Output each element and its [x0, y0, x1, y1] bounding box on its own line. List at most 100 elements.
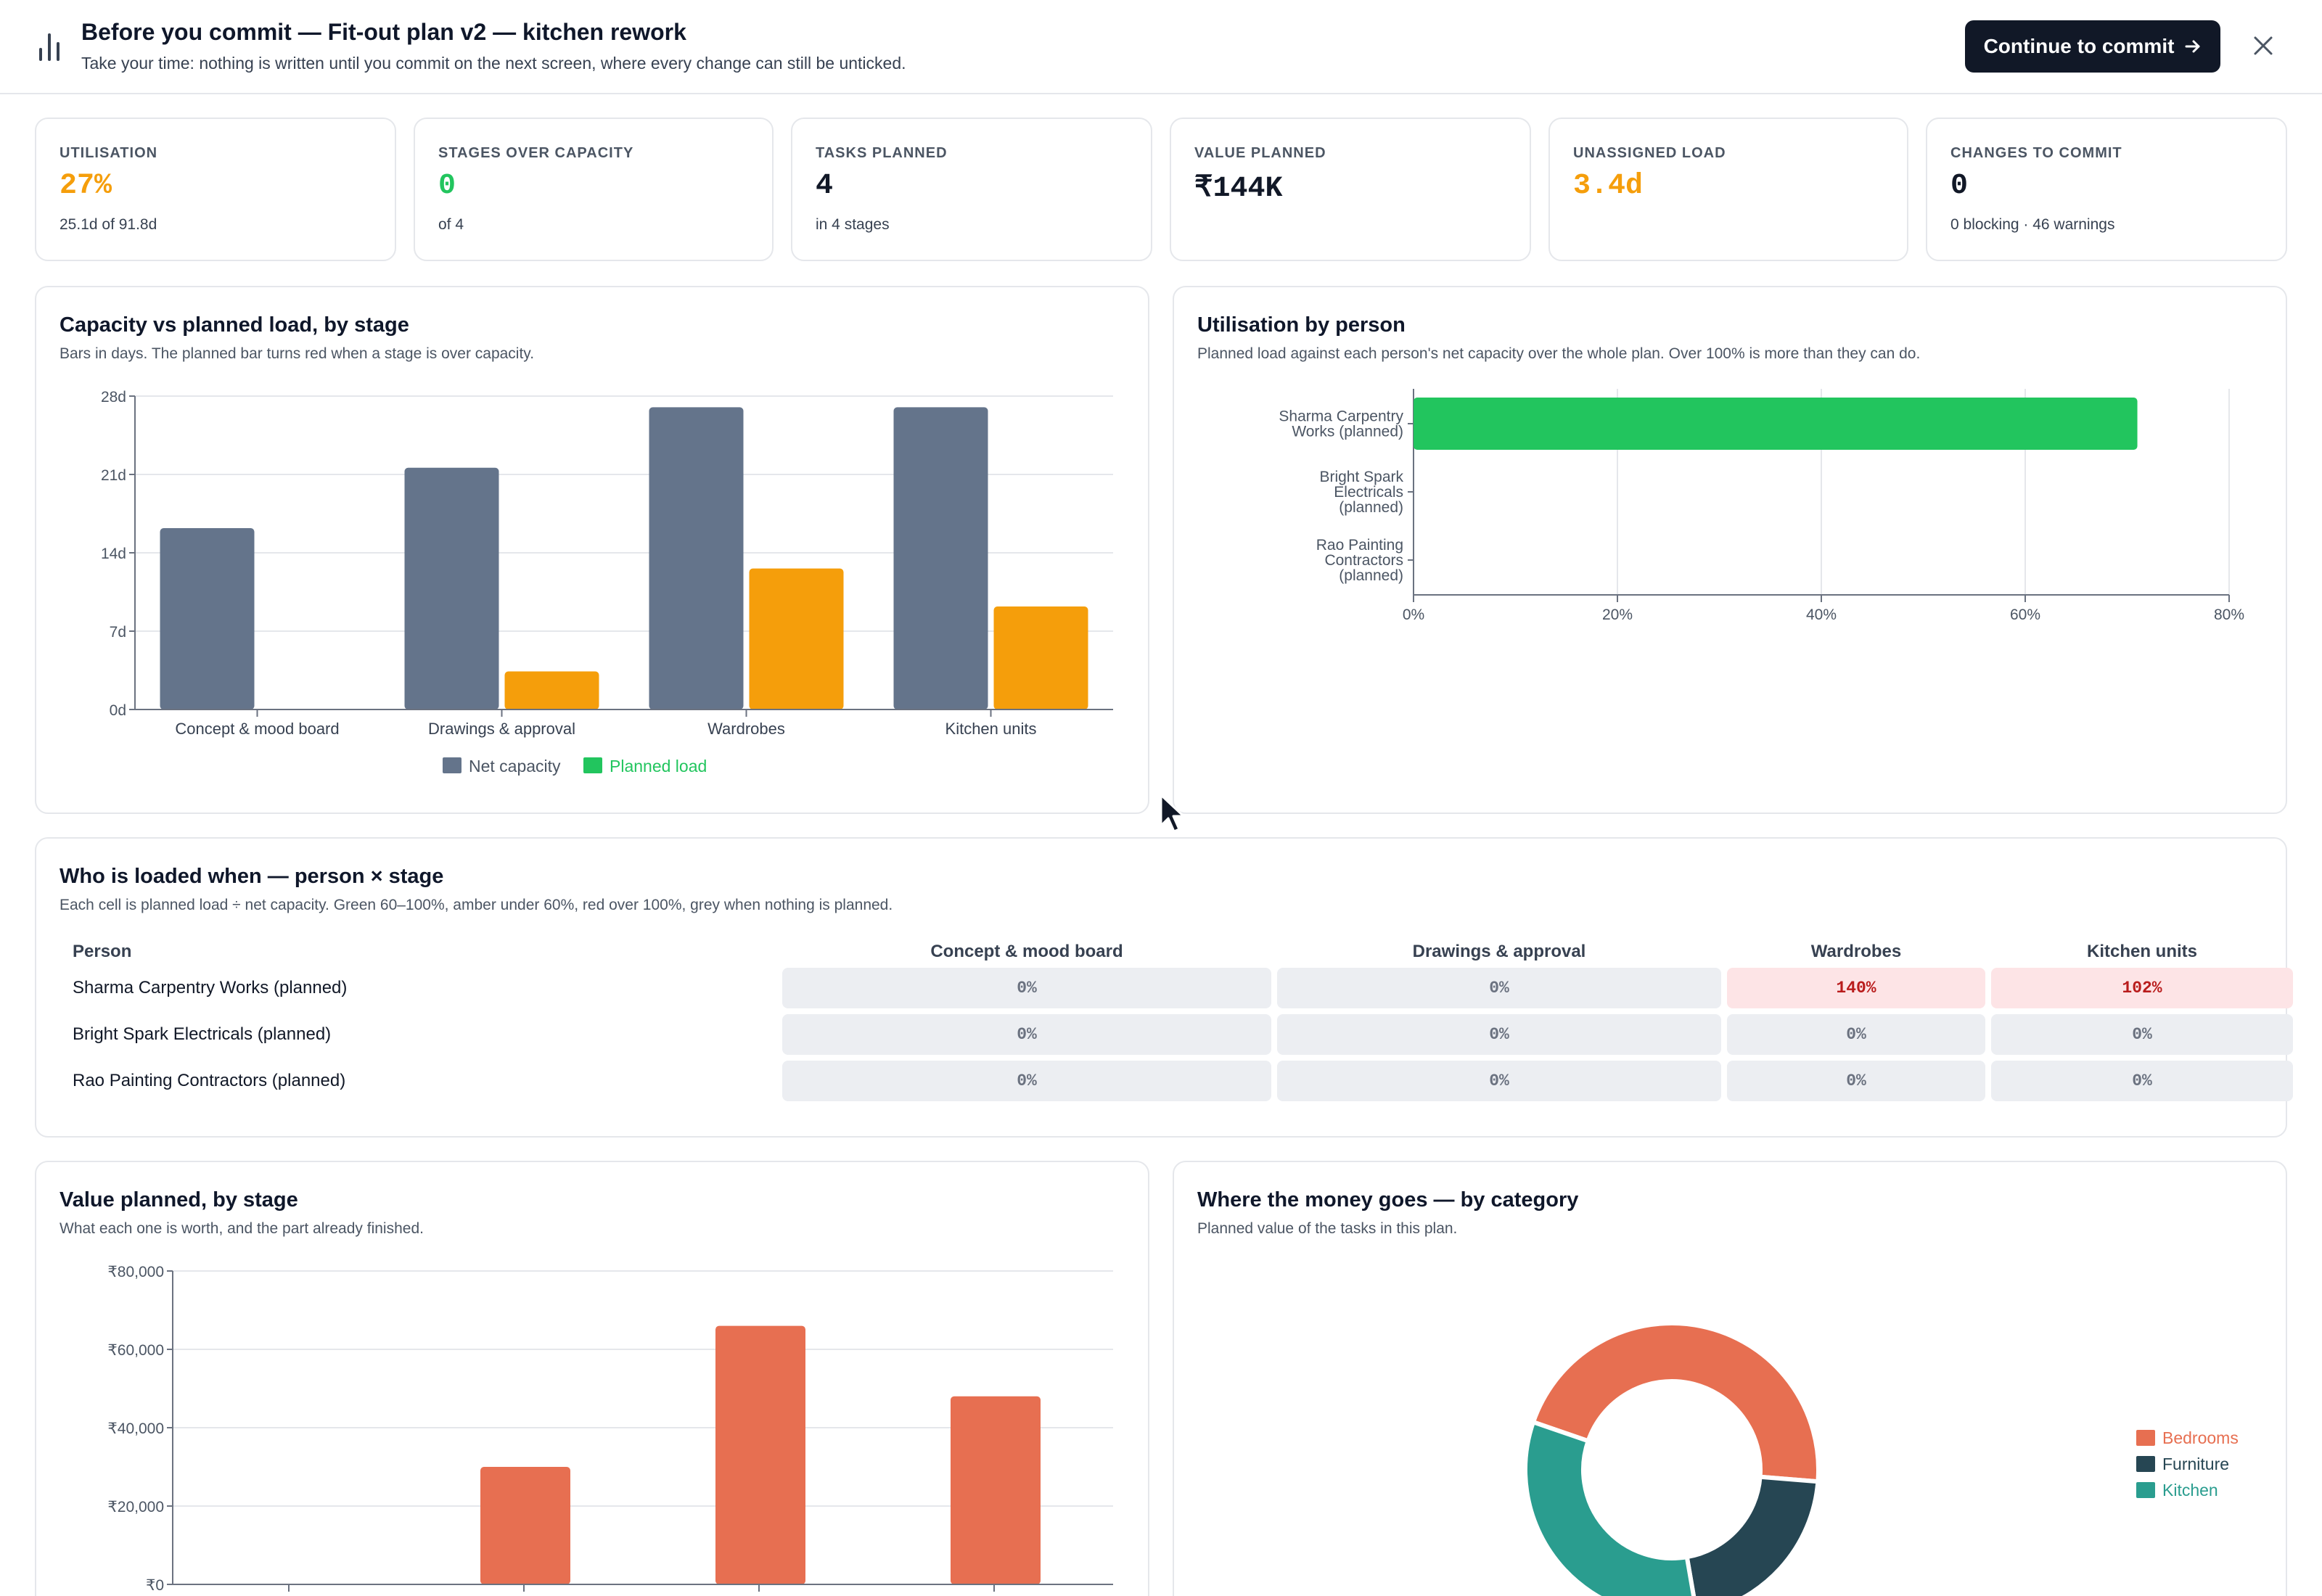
- table-row: Bright Spark Electricals (planned) 0% 0%…: [73, 1014, 2293, 1055]
- stat-card-changes-to-commit: CHANGES TO COMMIT 0 0 blocking · 46 warn…: [1926, 118, 2287, 261]
- stat-label: UNASSIGNED LOAD: [1573, 145, 1726, 161]
- x-tick-label: 0%: [1403, 606, 1424, 623]
- continue-to-commit-label: Continue to commit: [1983, 35, 2175, 57]
- stat-label: VALUE PLANNED: [1194, 145, 1326, 161]
- panel-subtitle: Each cell is planned load ÷ net capacity…: [60, 897, 893, 913]
- column-header: Drawings & approval: [1412, 942, 1586, 961]
- bar-planned-load: [993, 606, 1088, 709]
- y-tick-label: 7d: [110, 624, 126, 641]
- stat-card-value-planned: VALUE PLANNED ₹144K: [1170, 118, 1531, 261]
- heatmap-cell: 102%: [1991, 968, 2293, 1008]
- y-tick-label: 21d: [101, 467, 126, 484]
- y-tick-label: 28d: [101, 389, 126, 406]
- money-panel: Where the money goes — by category Plann…: [1173, 1161, 2287, 1596]
- heatmap-cell: 0%: [1727, 1061, 1985, 1101]
- stat-value: ₹144K: [1194, 173, 1283, 205]
- bar-value: [715, 1325, 805, 1584]
- mouse-cursor-icon: [1160, 794, 1185, 833]
- x-tick-label: 40%: [1806, 606, 1837, 623]
- bar-net-capacity: [404, 467, 499, 709]
- page-subtitle: Take your time: nothing is written until…: [81, 54, 906, 73]
- panel-title: Utilisation by person: [1197, 313, 1406, 337]
- capacity-panel: Capacity vs planned load, by stage Bars …: [35, 286, 1149, 814]
- donut-slice-bedrooms: [1530, 1321, 1821, 1484]
- bar-net-capacity: [649, 407, 744, 709]
- stat-label: CHANGES TO COMMIT: [1950, 145, 2122, 161]
- bar-net-capacity: [160, 528, 255, 709]
- close-icon: [2254, 36, 2273, 55]
- bar-utilisation: [1414, 398, 2138, 450]
- arrow-right-icon: [2185, 40, 2200, 53]
- legend-label: Planned load: [610, 757, 707, 776]
- stat-card-tasks-planned: TASKS PLANNED 4 in 4 stages: [791, 118, 1152, 261]
- stat-card-utilisation: UTILISATION 27% 25.1d of 91.8d: [35, 118, 396, 261]
- column-header: Kitchen units: [2086, 942, 2197, 961]
- stat-value: 3.4d: [1573, 170, 1644, 202]
- x-tick-label: 60%: [2010, 606, 2040, 623]
- panel-subtitle: Planned load against each person's net c…: [1197, 345, 1921, 362]
- stat-value: 0: [438, 170, 456, 202]
- stat-label: UTILISATION: [60, 145, 158, 161]
- utilisation-panel: Utilisation by person Planned load again…: [1173, 286, 2287, 814]
- continue-to-commit-button[interactable]: Continue to commit: [1965, 20, 2220, 73]
- heatmap-cell: 0%: [1991, 1061, 2293, 1101]
- heatmap-cell: 0%: [782, 1014, 1271, 1055]
- panel-title: Value planned, by stage: [60, 1188, 298, 1212]
- money-donut-chart: Bedrooms Furniture Kitchen: [1523, 1321, 2239, 1596]
- legend-label: Furniture: [2162, 1455, 2229, 1473]
- panel-subtitle: Bars in days. The planned bar turns red …: [60, 345, 535, 362]
- y-tick-label: ₹60,000: [107, 1342, 164, 1359]
- heatmap-cell: 140%: [1727, 968, 1985, 1008]
- person-name: Rao Painting Contractors (planned): [73, 1071, 346, 1090]
- bar-planned-load: [749, 568, 844, 709]
- x-tick-label: 80%: [2214, 606, 2244, 623]
- legend-swatch: [583, 757, 602, 773]
- column-header: Wardrobes: [1810, 942, 1902, 961]
- heatmap-cell: 0%: [1991, 1014, 2293, 1055]
- stat-label: STAGES OVER CAPACITY: [438, 145, 634, 161]
- legend-label: Bedrooms: [2162, 1428, 2239, 1447]
- y-tick-label: Contractors: [1324, 552, 1403, 569]
- bar-planned-load: [504, 671, 599, 709]
- legend-swatch: [2136, 1482, 2155, 1498]
- heatmap-cell: 0%: [782, 1061, 1271, 1101]
- y-tick-label: (planned): [1339, 567, 1403, 584]
- stat-value: 4: [816, 170, 834, 202]
- legend-label: Net capacity: [469, 757, 561, 776]
- y-tick-label: Works (planned): [1292, 424, 1403, 440]
- panel-subtitle: Planned value of the tasks in this plan.: [1197, 1220, 1458, 1237]
- x-tick-label: Wardrobes: [707, 720, 785, 738]
- y-tick-label: Rao Painting: [1316, 537, 1403, 554]
- donut-slice-kitchen: [1523, 1419, 1697, 1596]
- heatmap-cell: 0%: [1277, 1061, 1721, 1101]
- heatmap-cell: 0%: [1727, 1014, 1985, 1055]
- stat-value: 0: [1950, 170, 1969, 202]
- heatmap-cell: 0%: [782, 968, 1271, 1008]
- x-tick-label: Concept & mood board: [175, 720, 339, 738]
- y-tick-label: Sharma Carpentry: [1279, 408, 1403, 425]
- y-tick-label: Bright Spark: [1319, 469, 1403, 485]
- y-tick-label: Electricals: [1334, 484, 1403, 501]
- heatmap-panel: Who is loaded when — person × stage Each…: [35, 837, 2293, 1138]
- y-tick-label: ₹40,000: [107, 1420, 164, 1437]
- panel-title: Who is loaded when — person × stage: [60, 865, 444, 888]
- page-title: Before you commit — Fit-out plan v2 — ki…: [81, 19, 686, 45]
- y-tick-label: 14d: [101, 546, 126, 562]
- heatmap-cell: 0%: [1277, 1014, 1721, 1055]
- close-button[interactable]: [2247, 29, 2280, 62]
- panel-title: Capacity vs planned load, by stage: [60, 313, 409, 337]
- donut-slice-furniture: [1684, 1474, 1821, 1596]
- stat-card-unassigned-load: UNASSIGNED LOAD 3.4d: [1548, 118, 1908, 261]
- heatmap-cell: 0%: [1277, 968, 1721, 1008]
- y-tick-label: (planned): [1339, 499, 1403, 516]
- value-panel: Value planned, by stage What each one is…: [35, 1161, 1149, 1596]
- bar-net-capacity: [893, 407, 988, 709]
- y-tick-label: 0d: [110, 702, 126, 719]
- capacity-chart: 0d 7d 14d 21d 28d Concept & mood board Drawing…: [101, 389, 1113, 776]
- table-row: Sharma Carpentry Works (planned) 0% 0% 1…: [73, 968, 2293, 1008]
- stat-sub: of 4: [438, 216, 464, 233]
- person-name: Bright Spark Electricals (planned): [73, 1024, 332, 1044]
- stat-sub: 0 blocking · 46 warnings: [1950, 216, 2115, 233]
- column-header: Concept & mood board: [930, 942, 1123, 961]
